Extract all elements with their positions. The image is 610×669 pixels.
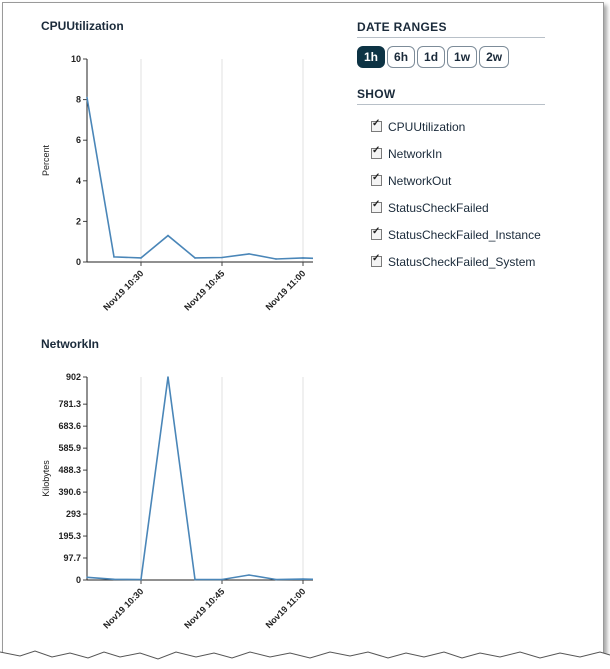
y-tick-label: 902 bbox=[66, 372, 81, 382]
y-tick-label: 488.3 bbox=[58, 465, 81, 475]
data-point bbox=[221, 578, 223, 581]
cpu-chart-title: CPUUtilization bbox=[41, 19, 124, 33]
x-tick-label: Nov19 10:45 bbox=[182, 586, 226, 630]
range-1w-button[interactable]: 1w bbox=[447, 46, 478, 68]
data-point bbox=[302, 257, 304, 259]
y-tick-label: 6 bbox=[76, 135, 81, 145]
data-point bbox=[275, 578, 277, 581]
x-tick-label: Nov19 10:30 bbox=[101, 268, 145, 312]
checkbox-checked-icon[interactable] bbox=[371, 145, 382, 159]
show-item-label: CPUUtilization bbox=[388, 119, 466, 134]
y-tick-label: 2 bbox=[76, 216, 81, 226]
x-tick-label: Nov19 11:00 bbox=[264, 268, 308, 312]
show-item-networkout[interactable]: NetworkOut bbox=[371, 167, 541, 194]
metric-checkbox-list: CPUUtilization NetworkIn NetworkOut Stat… bbox=[371, 113, 541, 275]
data-point bbox=[86, 576, 88, 579]
cpu-utilization-chart: 10 8 6 4 2 0 Percent Nov19 10:30 Nov19 10:45 Nov1… bbox=[41, 54, 313, 313]
show-item-label: StatusCheckFailed bbox=[388, 200, 489, 215]
data-point bbox=[194, 257, 196, 259]
data-point bbox=[275, 258, 277, 260]
show-item-statuscheckfailed-instance[interactable]: StatusCheckFailed_Instance bbox=[371, 221, 541, 248]
data-point bbox=[221, 256, 223, 259]
data-point bbox=[167, 376, 169, 378]
y-tick-label: 585.9 bbox=[58, 443, 81, 453]
checkbox-checked-icon[interactable] bbox=[371, 118, 382, 132]
checkbox-checked-icon[interactable] bbox=[371, 172, 382, 186]
range-1h-button[interactable]: 1h bbox=[357, 46, 386, 68]
show-heading: SHOW bbox=[357, 87, 545, 105]
y-tick-label: 683.6 bbox=[58, 421, 81, 431]
y-tick-label: 97.7 bbox=[63, 553, 81, 563]
range-2w-button[interactable]: 2w bbox=[479, 46, 510, 68]
y-tick-label: 8 bbox=[76, 95, 81, 105]
data-point bbox=[140, 578, 142, 581]
data-point bbox=[194, 578, 196, 581]
show-item-statuscheckfailed-system[interactable]: StatusCheckFailed_System bbox=[371, 248, 541, 275]
data-point bbox=[140, 257, 142, 259]
range-1d-button[interactable]: 1d bbox=[417, 46, 446, 68]
data-point bbox=[113, 256, 115, 258]
y-tick-label: 4 bbox=[76, 176, 81, 186]
x-tick-label: Nov19 10:45 bbox=[182, 268, 226, 312]
series-line bbox=[86, 97, 313, 260]
show-item-label: StatusCheckFailed_Instance bbox=[388, 227, 541, 242]
monitoring-panel: CPUUtilization 10 8 6 4 2 0 Percent Nov19 10:30… bbox=[2, 2, 604, 660]
show-item-label: NetworkIn bbox=[388, 146, 443, 161]
data-point bbox=[248, 574, 250, 576]
show-item-statuscheckfailed[interactable]: StatusCheckFailed bbox=[371, 194, 541, 221]
y-axis-label: Percent bbox=[41, 144, 51, 176]
x-tick-label: Nov19 10:30 bbox=[101, 586, 145, 630]
checkbox-checked-icon[interactable] bbox=[371, 199, 382, 213]
series-line bbox=[86, 376, 313, 581]
data-point bbox=[113, 578, 115, 581]
data-point bbox=[167, 234, 169, 237]
networkin-chart: 902 781.3 683.6 585.9 488.3 390.6 293 195.3 97.7… bbox=[41, 372, 313, 631]
range-6h-button[interactable]: 6h bbox=[387, 46, 416, 68]
y-tick-label: 293 bbox=[66, 509, 81, 519]
show-item-label: NetworkOut bbox=[388, 173, 452, 188]
date-range-buttons: 1h 6h 1d 1w 2w bbox=[357, 46, 511, 68]
y-tick-label: 0 bbox=[76, 575, 81, 585]
date-ranges-heading: DATE RANGES bbox=[357, 20, 545, 38]
data-point bbox=[86, 96, 88, 99]
x-tick-label: Nov19 11:00 bbox=[264, 586, 308, 630]
data-point bbox=[302, 578, 304, 580]
y-tick-label: 0 bbox=[76, 257, 81, 267]
y-tick-label: 390.6 bbox=[58, 487, 81, 497]
networkin-chart-title: NetworkIn bbox=[41, 337, 100, 351]
y-axis-label: Kilobytes bbox=[41, 460, 51, 497]
show-item-networkin[interactable]: NetworkIn bbox=[371, 140, 541, 167]
show-item-label: StatusCheckFailed_System bbox=[388, 254, 536, 269]
data-point bbox=[248, 253, 250, 255]
checkbox-checked-icon[interactable] bbox=[371, 226, 382, 240]
checkbox-checked-icon[interactable] bbox=[371, 253, 382, 267]
torn-edge bbox=[0, 650, 610, 669]
show-item-cpuutilization[interactable]: CPUUtilization bbox=[371, 113, 541, 140]
y-tick-label: 10 bbox=[71, 54, 81, 64]
y-tick-label: 781.3 bbox=[58, 399, 81, 409]
y-tick-label: 195.3 bbox=[58, 531, 81, 541]
